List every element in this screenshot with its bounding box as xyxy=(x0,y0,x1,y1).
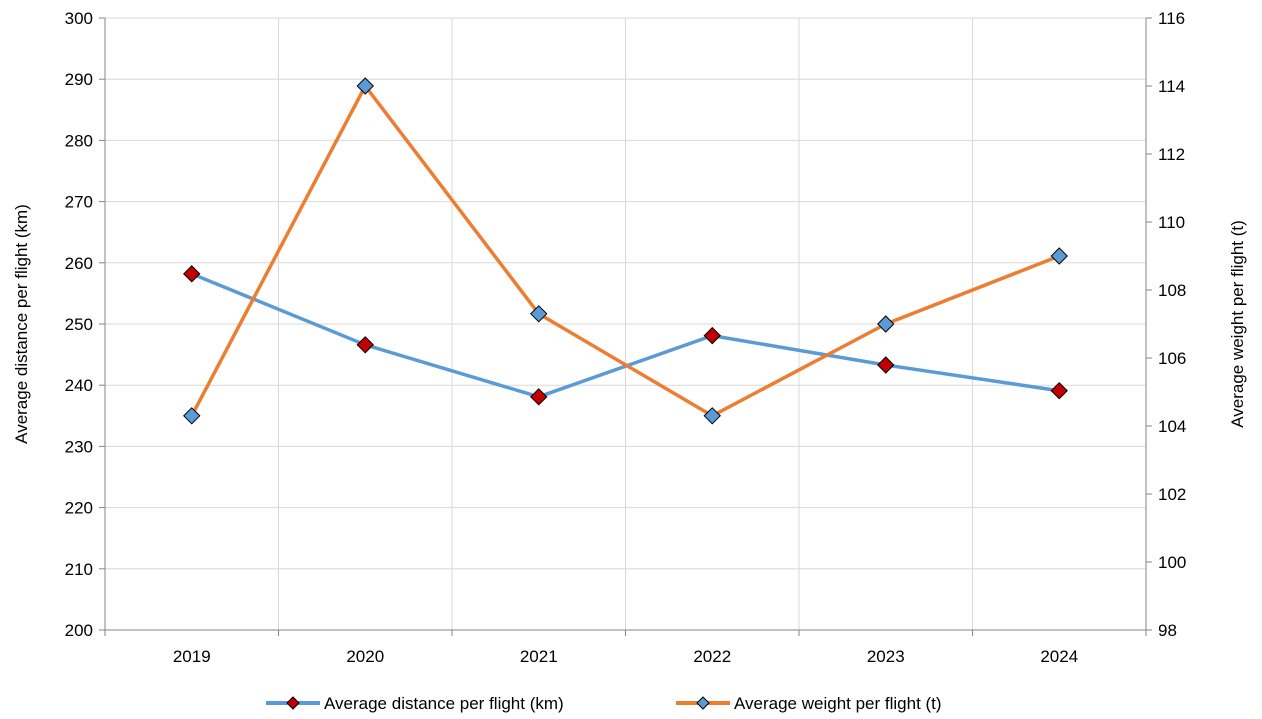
y-left-tick-label: 280 xyxy=(65,131,93,150)
x-tick-label: 2019 xyxy=(173,647,211,666)
x-tick-label: 2022 xyxy=(693,647,731,666)
legend-label-distance: Average distance per flight (km) xyxy=(324,694,564,713)
data-point-0-2022 xyxy=(703,326,721,345)
y-right-tick-label: 116 xyxy=(1158,9,1185,28)
y-left-tick-label: 290 xyxy=(65,70,93,89)
y-left-tick-label: 230 xyxy=(65,437,93,456)
y-right-tick-label: 108 xyxy=(1158,281,1186,300)
data-point-0-2020 xyxy=(356,336,374,354)
data-point-1-2023 xyxy=(877,315,895,333)
y-right-tick-label: 110 xyxy=(1158,213,1185,232)
y-right-tick-label: 100 xyxy=(1158,553,1186,572)
y-left-tick-label: 210 xyxy=(65,560,93,579)
y-right-tick-label: 106 xyxy=(1158,349,1186,368)
y-left-tick-label: 250 xyxy=(65,315,93,334)
series-lines xyxy=(190,84,1060,418)
data-point-1-2022 xyxy=(703,407,721,425)
y-right-tick-label: 114 xyxy=(1158,77,1185,96)
y-left-tick-label: 300 xyxy=(65,9,93,28)
x-tick-label: 2024 xyxy=(1040,647,1078,666)
gridlines xyxy=(105,17,1146,630)
legend-item-distance: Average distance per flight (km) xyxy=(266,694,564,713)
y-left-tick-label: 200 xyxy=(65,621,93,640)
legend-item-weight: Average weight per flight (t) xyxy=(676,694,942,713)
y-axis-right-title: Average weight per flight (t) xyxy=(1228,220,1247,428)
data-point-1-2024 xyxy=(1050,247,1068,265)
data-point-1-2021 xyxy=(530,305,548,323)
legend-label-weight: Average weight per flight (t) xyxy=(734,694,942,713)
y-left-tick-label: 220 xyxy=(65,499,93,518)
data-point-0-2024 xyxy=(1050,382,1068,400)
y-right-tick-label: 98 xyxy=(1158,621,1177,640)
data-point-1-2020 xyxy=(356,77,374,95)
data-point-0-2019 xyxy=(183,265,201,283)
y-right-tick-label: 102 xyxy=(1158,485,1186,504)
x-tick-label: 2023 xyxy=(867,647,905,666)
series-markers xyxy=(183,77,1068,425)
x-tick-label: 2021 xyxy=(520,647,558,666)
data-point-0-2021 xyxy=(530,388,548,406)
y-left-tick-label: 260 xyxy=(65,254,93,273)
legend-marker-weight xyxy=(696,696,710,710)
x-tick-label: 2020 xyxy=(346,647,384,666)
data-point-1-2019 xyxy=(183,407,201,425)
series-line-1 xyxy=(190,84,1060,418)
axes xyxy=(99,17,1152,636)
y-axis-left-title: Average distance per flight (km) xyxy=(12,204,31,444)
legend-marker-distance xyxy=(286,696,300,710)
y-right-tick-label: 104 xyxy=(1158,417,1186,436)
legend: Average distance per flight (km) Average… xyxy=(266,694,942,713)
tick-labels: 200 210 220 230 240 250 260 270 280 290 300 98 100 10… xyxy=(65,9,1187,666)
data-point-0-2023 xyxy=(877,356,895,374)
y-left-tick-label: 270 xyxy=(65,193,93,212)
y-left-tick-label: 240 xyxy=(65,376,93,395)
y-right-tick-label: 112 xyxy=(1158,145,1185,164)
